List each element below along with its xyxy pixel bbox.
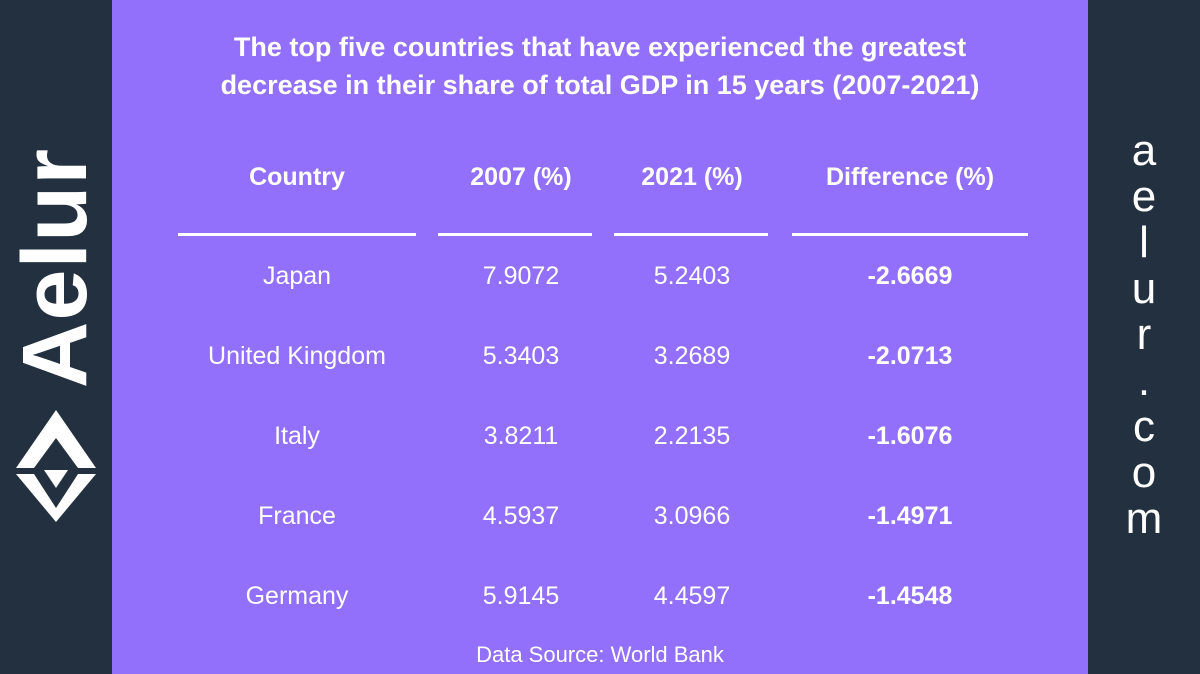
- cell-difference: -2.0713: [867, 342, 953, 370]
- cell-country: Germany: [245, 582, 349, 610]
- cell-difference: -1.4971: [867, 502, 953, 530]
- cell-2021: 3.0966: [653, 502, 731, 530]
- header-rule-country: [178, 233, 416, 236]
- cell-2007: 5.3403: [482, 342, 560, 370]
- cell-country: Italy: [274, 422, 320, 450]
- cell-2007: 5.9145: [482, 582, 560, 610]
- header-2007: 2007 (%): [470, 163, 572, 191]
- left-brand-band: [0, 0, 112, 674]
- url-letter: o: [1131, 448, 1157, 497]
- cell-country: France: [258, 502, 336, 530]
- aelur-logo-icon: [16, 410, 96, 522]
- right-brand-band: [1088, 0, 1200, 674]
- header-country: Country: [249, 163, 345, 191]
- cell-2021: 2.2135: [653, 422, 731, 450]
- cell-2021: 3.2689: [653, 342, 731, 370]
- header-rule-difference: [792, 233, 1028, 236]
- url-letter: c: [1133, 402, 1155, 451]
- brand-url-vertical: a e l u r . c o m: [1088, 128, 1200, 542]
- chart-title-line-1: The top five countries that have experie…: [233, 32, 967, 62]
- cell-difference: -1.4548: [867, 582, 953, 610]
- header-rule-2021: [614, 233, 768, 236]
- url-letter: m: [1125, 494, 1163, 543]
- cell-2021: 5.2403: [653, 262, 731, 290]
- url-letter: .: [1137, 356, 1151, 405]
- header-rule-2007: [438, 233, 592, 236]
- cell-2007: 4.5937: [482, 502, 560, 530]
- cell-2007: 7.9072: [482, 262, 560, 290]
- url-letter: r: [1136, 310, 1152, 359]
- cell-2021: 4.4597: [653, 582, 731, 610]
- content-panel: [112, 0, 1088, 674]
- url-letter: l: [1139, 218, 1149, 267]
- chart-title: The top five countries that have experie…: [112, 28, 1088, 104]
- url-letter: a: [1131, 126, 1157, 175]
- cell-country: Japan: [262, 262, 332, 290]
- data-source: Data Source: World Bank: [476, 642, 724, 667]
- cell-difference: -1.6076: [867, 422, 953, 450]
- cell-country: United Kingdom: [208, 342, 386, 370]
- url-letter: u: [1131, 264, 1157, 313]
- cell-difference: -2.6669: [867, 262, 953, 290]
- chart-title-line-2: decrease in their share of total GDP in …: [220, 70, 980, 100]
- header-2021: 2021 (%): [641, 163, 743, 191]
- url-letter: e: [1131, 172, 1157, 221]
- header-difference: Difference (%): [825, 163, 995, 191]
- brand-wordmark: Aelur: [4, 147, 106, 389]
- cell-2007: 3.8211: [483, 422, 559, 450]
